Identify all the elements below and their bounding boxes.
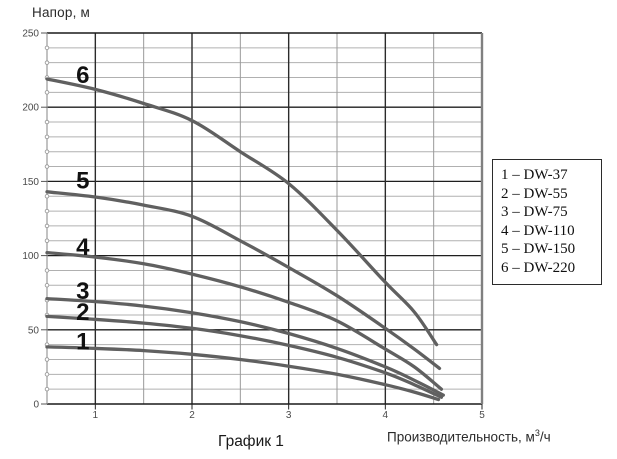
y-tick-label: 50: [28, 325, 40, 336]
legend-item: 3 – DW-75: [501, 204, 568, 221]
legend-item: 5 – DW-150: [501, 241, 576, 258]
curve-line-DW-75: [45, 296, 445, 397]
curve-line-DW-37: [45, 345, 441, 402]
x-tick-label: 2: [189, 410, 195, 421]
curve-number-label-1: 1: [76, 328, 89, 355]
y-tick-label: 250: [22, 29, 39, 40]
legend-box: 1 – DW-37 2 – DW-55 3 – DW-75 4 – DW-110 5 –…: [492, 159, 602, 285]
curve-line-DW-110: [45, 250, 444, 391]
x-tick-label: 1: [93, 410, 99, 421]
y-tick-label: 100: [22, 251, 39, 262]
y-minor-tick-circle: [44, 372, 50, 377]
legend-item: 2 – DW-55: [501, 185, 568, 202]
y-minor-tick-circle: [44, 164, 50, 169]
x-tick-label: 5: [479, 410, 485, 421]
y-minor-tick-circle: [44, 134, 50, 140]
y-tick-label: 0: [33, 400, 39, 411]
y-minor-tick-circle: [44, 238, 50, 244]
legend-item: 4 – DW-110: [501, 222, 575, 239]
x-tick-label: 3: [286, 410, 292, 421]
y-minor-tick-circle: [44, 60, 50, 65]
curve-line-DW-220: [45, 77, 439, 347]
y-minor-tick-circle: [44, 357, 50, 362]
curve-number-label-5: 5: [76, 167, 89, 194]
curve-line-DW-150: [45, 190, 442, 371]
x-axis-title-sup: 3: [534, 428, 540, 438]
y-axis-title: Напор, м: [32, 5, 90, 20]
y-minor-tick-circle: [44, 283, 50, 288]
y-minor-tick-circle: [44, 268, 50, 273]
y-minor-tick-circle: [44, 45, 50, 51]
legend-item: 1 – DW-37: [501, 167, 568, 183]
y-tick-label: 200: [22, 103, 39, 114]
x-tick-label: 4: [383, 410, 389, 421]
curve-number-label-6: 6: [76, 62, 89, 89]
legend-item: 6 – DW-220: [501, 259, 576, 276]
y-minor-tick-circle: [44, 208, 50, 214]
y-minor-tick-circle: [44, 193, 50, 199]
y-minor-tick-circle: [44, 223, 50, 229]
x-axis-title-base: Производительность, м: [387, 429, 535, 445]
curve-line-DW-55: [45, 314, 444, 399]
y-minor-tick-circle: [44, 386, 50, 392]
curve-number-label-2: 2: [76, 299, 89, 326]
y-tick-label: 150: [22, 177, 39, 188]
y-minor-tick-circle: [44, 90, 50, 95]
curve-number-label-4: 4: [76, 234, 90, 261]
y-minor-tick-circle: [44, 149, 50, 154]
x-axis-title: Производительность, м3/ч: [387, 428, 551, 445]
chart-caption: График 1: [218, 433, 284, 450]
x-axis-title-suffix: /ч: [539, 429, 551, 445]
curve-number-label-3: 3: [76, 278, 89, 305]
y-minor-tick-circle: [44, 119, 50, 125]
